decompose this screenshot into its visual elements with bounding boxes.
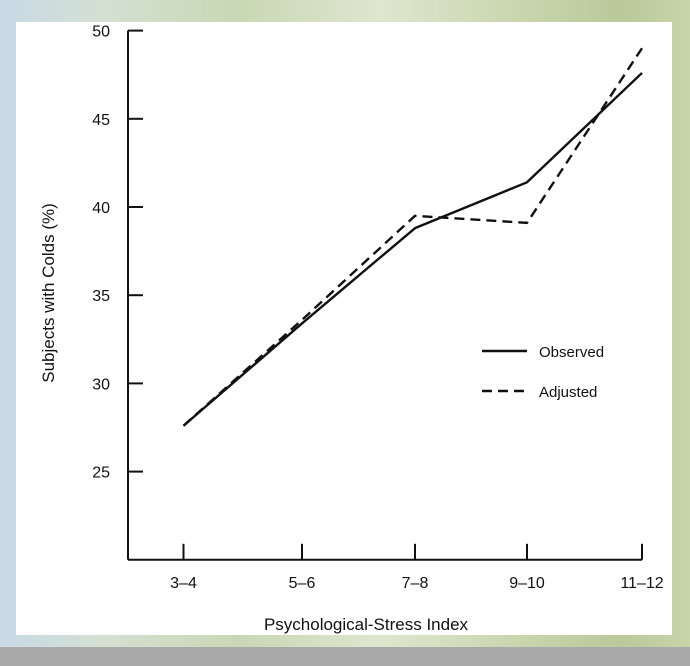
y-tick-label: 30 xyxy=(92,376,110,393)
x-tick-label: 9–10 xyxy=(509,575,545,592)
legend-label-observed: Observed xyxy=(539,344,604,361)
x-tick-label: 5–6 xyxy=(289,575,316,592)
chart-panel xyxy=(16,22,672,635)
x-tick-label: 7–8 xyxy=(402,575,429,592)
series-group xyxy=(182,47,644,427)
y-axis-label: Subjects with Colds (%) xyxy=(39,203,58,383)
x-tick-label: 3–4 xyxy=(170,575,197,592)
x-tick-label: 11–12 xyxy=(620,575,663,592)
axes: 25 30 35 40 45 50 3–4 5–6 7–8 9–10 11–12 xyxy=(92,24,664,592)
legend: Observed Adjusted xyxy=(482,344,604,401)
y-tick-label: 25 xyxy=(92,465,110,482)
y-tick-label: 40 xyxy=(92,200,110,217)
y-tick-label: 50 xyxy=(92,24,110,41)
y-tick-label: 45 xyxy=(92,112,110,129)
x-axis-label: Psychological-Stress Index xyxy=(264,615,469,634)
series-line-observed xyxy=(182,72,643,427)
y-tick-label: 35 xyxy=(92,288,110,305)
legend-label-adjusted: Adjusted xyxy=(539,384,597,401)
series-line-adjusted xyxy=(182,47,644,427)
footer-bar xyxy=(0,647,690,666)
